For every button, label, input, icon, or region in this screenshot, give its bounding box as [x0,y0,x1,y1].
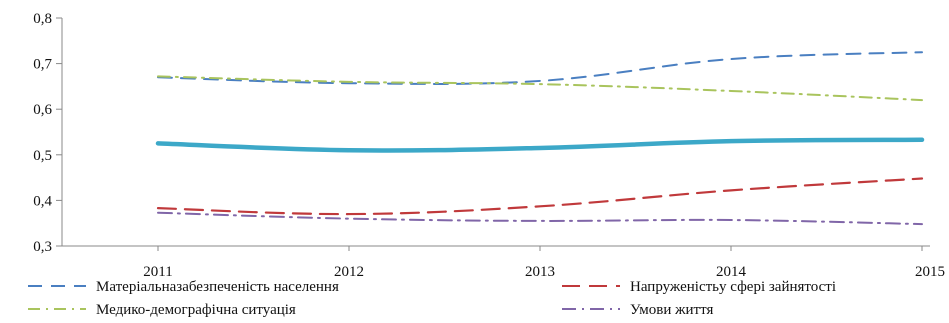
series-line-0 [157,51,923,85]
legend: Матеріальназабезпеченість населення Напру… [28,279,836,318]
series-group [155,51,925,226]
x-tick-label: 2014 [716,264,747,280]
legend-label-0: Матеріальназабезпеченість населення [96,279,339,295]
y-tick-group: 0,8 0,7 0,6 0,5 0,4 0,3 [33,11,62,255]
x-tick-label: 2012 [334,264,364,280]
x-tick-label: 2013 [525,264,555,280]
y-tick-label: 0,8 [33,11,52,27]
series-line-4 [155,137,925,153]
y-tick-label: 0,4 [33,193,52,209]
y-tick-label: 0,3 [33,239,52,255]
legend-label-2: Медико-демографічна ситуація [96,302,296,318]
x-tick-label: 2011 [143,264,172,280]
y-tick-label: 0,5 [33,148,52,164]
series-line-1 [156,177,924,216]
x-tick-label: 2015 [915,264,945,280]
x-tick-group: 2011 2012 2013 2014 2015 [143,246,945,280]
legend-label-1: Напруженістьу сфері зайнятості [630,279,836,295]
legend-label-3: Умови життя [630,302,713,318]
series-line-2 [157,75,923,102]
series-line-3 [157,211,923,226]
y-tick-label: 0,7 [33,57,52,73]
y-tick-label: 0,6 [33,102,52,118]
